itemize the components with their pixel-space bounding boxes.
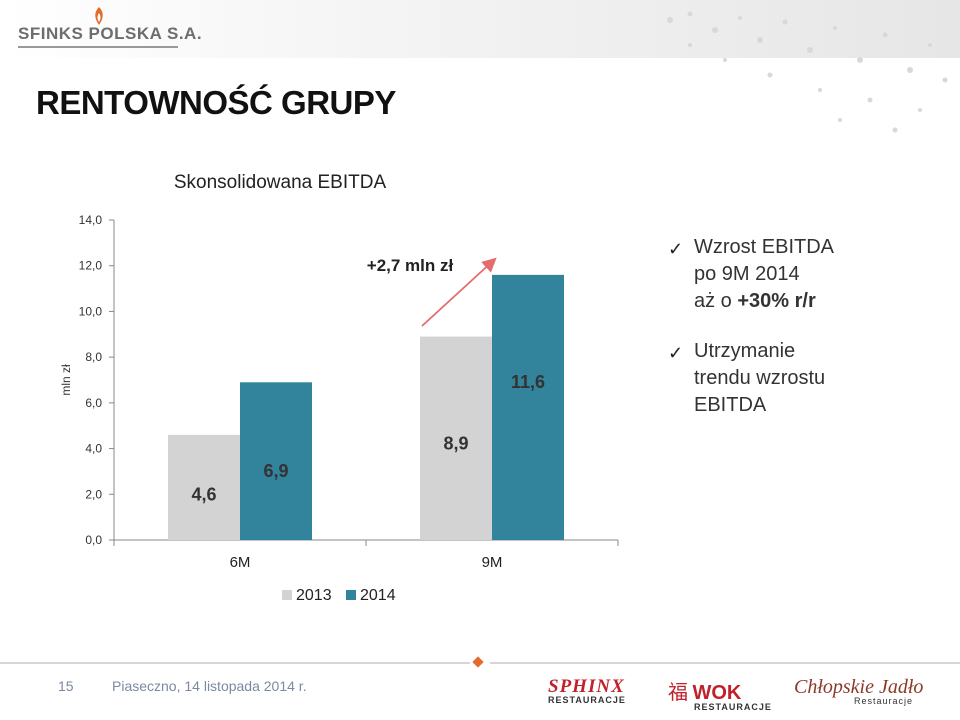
footer-divider [0, 662, 470, 664]
y-tick-label: 2,0 [85, 487, 102, 501]
ebitda-chart: Skonsolidowana EBITDA mln zł 0,0 2,0 4,0 6,… [59, 172, 619, 604]
chlopskie-jadlo-logo: Chłopskie Jadło Restauracje [794, 676, 924, 706]
decorative-dots [667, 11, 948, 133]
y-tick-label: 4,0 [85, 442, 102, 456]
bar-value-label: 8,9 [443, 434, 468, 454]
checkmark-icon: ✓ [668, 239, 684, 259]
bullet-ebitda-growth: ✓ Wzrost EBITDA po 9M 2014 aż o +30% r/r [668, 234, 948, 315]
data-labels: 4,6 6,9 8,9 11,6 [191, 372, 545, 505]
checkmark-icon: ✓ [668, 343, 684, 363]
company-name: SFINKS POLSKA S.A. [18, 24, 203, 43]
bullet-trend: ✓ Utrzymanie trendu wzrostu EBITDA [668, 338, 948, 419]
bullet-line: po 9M 2014 [694, 263, 800, 285]
page-number: 15 [58, 678, 74, 694]
legend-swatch [282, 590, 292, 600]
bar-2013-9M [420, 336, 492, 540]
growth-annotation: +2,7 mln zł [367, 256, 454, 275]
logo-underline [18, 46, 178, 48]
legend-label: 2013 [296, 587, 332, 604]
x-category-label: 6M [230, 554, 251, 571]
y-tick-label: 10,0 [79, 304, 103, 318]
diamond-icon [472, 656, 484, 668]
y-tick-label: 0,0 [85, 533, 102, 547]
bar-value-label: 11,6 [511, 372, 545, 392]
bar-2013-6M [168, 434, 240, 540]
chart-legend: 2013 2014 [282, 587, 396, 604]
bars [168, 274, 564, 540]
wok-logo: 福 WOK RESTAURACJE [668, 680, 772, 712]
bullet-list: ✓ Wzrost EBITDA po 9M 2014 aż o +30% r/r… [668, 234, 948, 442]
x-axis: 6M 9M [113, 539, 619, 571]
bullet-line: Utrzymanie [694, 340, 796, 362]
growth-arrow [421, 257, 497, 327]
y-tick-label: 12,0 [79, 259, 103, 273]
legend-label: 2014 [360, 587, 396, 604]
bullet-line: aż o +30% r/r [694, 290, 816, 312]
chart-title: Skonsolidowana EBITDA [174, 172, 387, 193]
footer-divider [490, 662, 960, 664]
bullet-line: trendu wzrostu [694, 367, 826, 389]
y-tick-label: 6,0 [85, 396, 102, 410]
bar-2014-9M [492, 274, 564, 540]
bar-2014-6M [240, 382, 312, 540]
bar-value-label: 6,9 [263, 461, 288, 481]
legend-swatch [346, 590, 356, 600]
y-tick-label: 14,0 [79, 213, 103, 227]
x-category-label: 9M [482, 554, 503, 571]
y-tick-label: 8,0 [85, 350, 102, 364]
footer-location-date: Piaseczno, 14 listopada 2014 r. [112, 678, 307, 694]
y-axis-label: mln zł [59, 364, 73, 396]
bar-value-label: 4,6 [191, 485, 216, 505]
flame-logo-icon [95, 7, 103, 25]
sphinx-logo: SPHINX RESTAURACJE [548, 676, 626, 705]
header-band [0, 0, 960, 58]
slide-title: RENTOWNOŚĆ GRUPY [36, 84, 396, 121]
bullet-line: EBITDA [694, 394, 767, 416]
y-axis: 0,0 2,0 4,0 6,0 8,0 10,0 12,0 14,0 [79, 213, 115, 547]
bullet-line: Wzrost EBITDA [694, 236, 835, 258]
